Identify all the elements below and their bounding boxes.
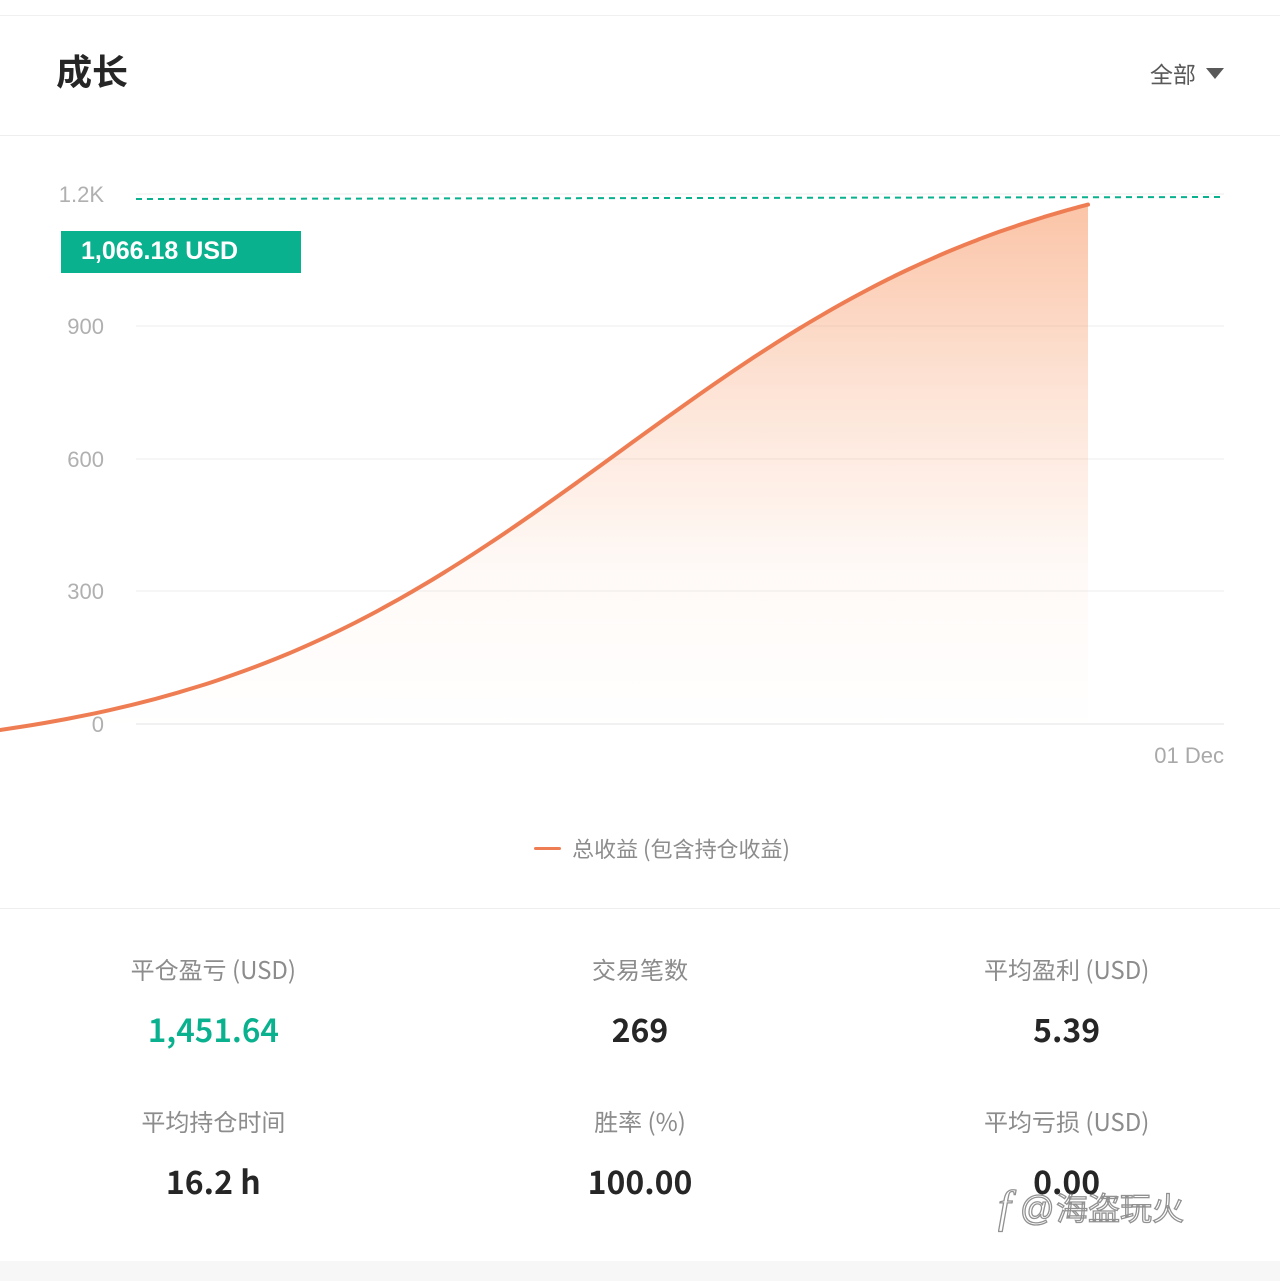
svg-text:01 Dec: 01 Dec (1154, 743, 1224, 768)
svg-text:900: 900 (67, 314, 104, 339)
svg-text:300: 300 (67, 579, 104, 604)
svg-text:海盗玩火: 海盗玩火 (1056, 1184, 1184, 1230)
svg-text:f: f (998, 1181, 1017, 1232)
svg-text:@: @ (1020, 1190, 1055, 1228)
svg-text:600: 600 (67, 447, 104, 472)
